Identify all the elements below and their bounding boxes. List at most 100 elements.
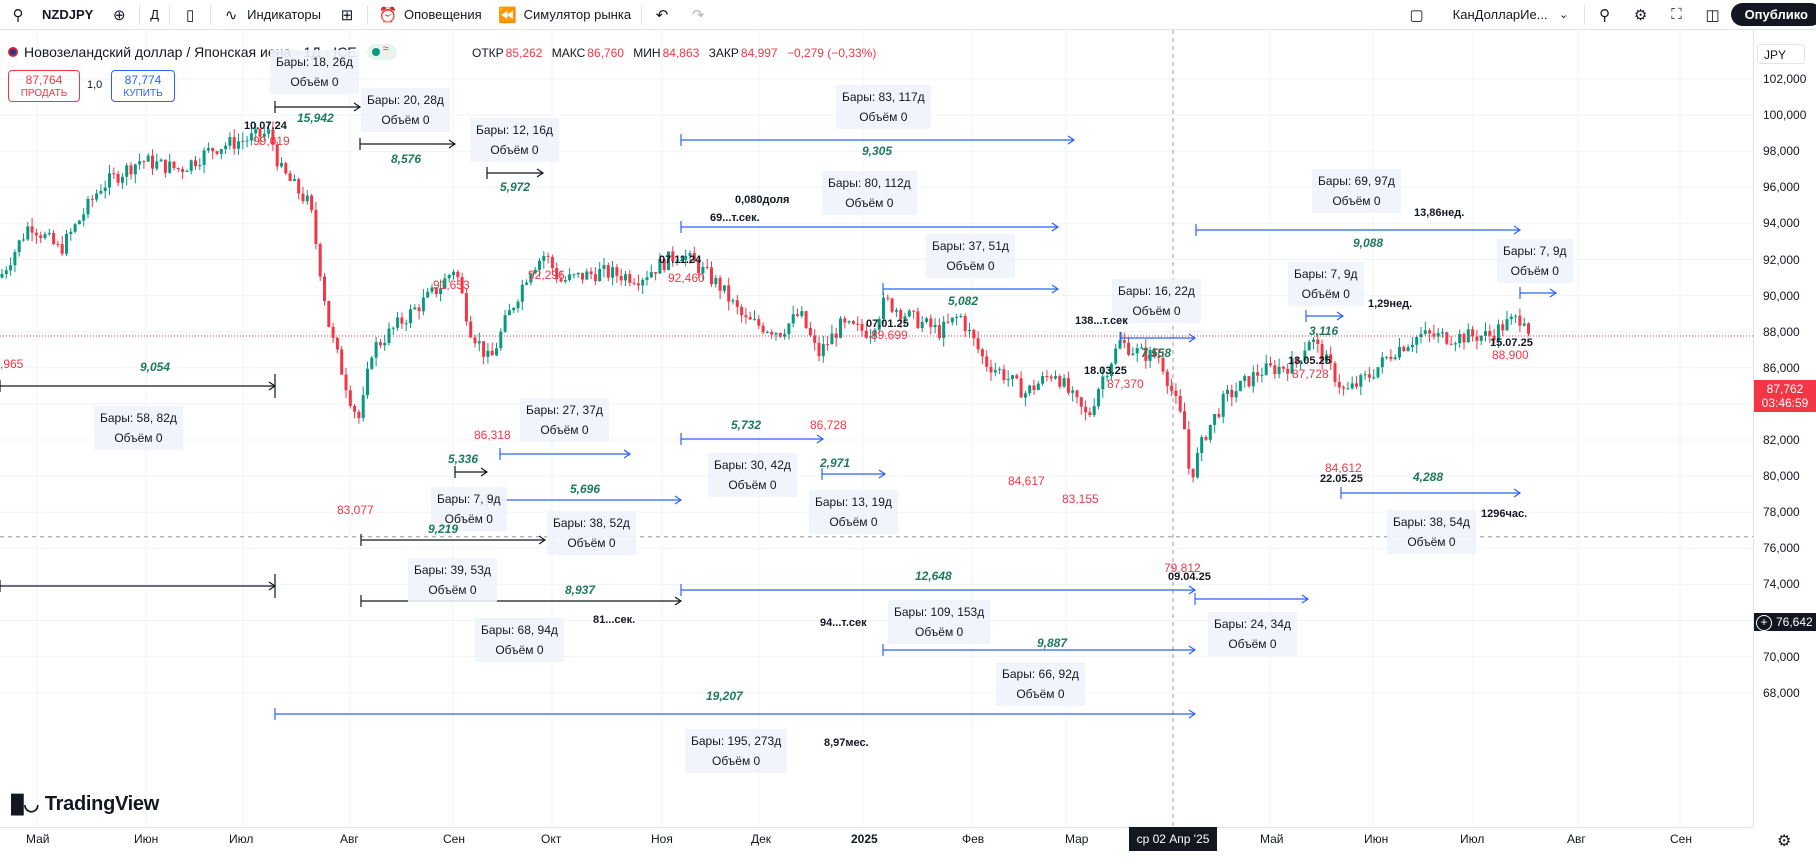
candle-body (168, 161, 172, 173)
candle-body (52, 232, 56, 244)
candle-body (507, 310, 511, 316)
quick-search-button[interactable]: ⚲ (1587, 0, 1623, 29)
measure-price-delta: 15,942 (297, 111, 334, 125)
separator (1583, 4, 1585, 25)
candle-body (1475, 336, 1479, 341)
alerts-button[interactable]: ⏰ Оповещения (370, 0, 490, 29)
candle-body (1350, 383, 1354, 389)
separator (641, 4, 643, 25)
indicators-icon: ∿ (224, 6, 238, 24)
crosshair-price-badge: +76,642 (1754, 613, 1816, 631)
time-tick-label: Фев (962, 832, 985, 846)
candle-body (1312, 339, 1315, 342)
bars-count: Бары: 7, 9д (1294, 267, 1358, 281)
layout-name-menu[interactable]: КанДолларИе... ⌄ (1445, 0, 1582, 29)
candle-body (869, 336, 873, 338)
candle-body (1148, 349, 1152, 361)
candle-body (1191, 468, 1195, 478)
pivot-price-label: 84,617 (1008, 474, 1045, 488)
bars-count: Бары: 30, 42д (714, 458, 791, 472)
candle-body (611, 267, 615, 278)
candle-body (740, 306, 744, 316)
pivot-date-label: 07.11.24 (659, 254, 702, 266)
bars-count: Бары: 195, 273д (691, 734, 782, 748)
bars-measure-box: Бары: 58, 82д Объём 0 (94, 406, 183, 450)
bars-count: Бары: 27, 37д (526, 403, 603, 417)
time-tick-label: Авг (1567, 832, 1586, 846)
fullscreen-button[interactable]: ⛶ (1659, 0, 1695, 29)
templates-button[interactable]: ⊞ (329, 0, 365, 29)
candle-body (99, 190, 103, 194)
bars-count: Бары: 24, 34д (1214, 617, 1291, 631)
candle-body (800, 311, 804, 316)
volume-value: Объём 0 (1510, 264, 1559, 278)
crosshair-date: ср 02 Апр '25 (1129, 827, 1217, 851)
undo-button[interactable]: ↶ (644, 0, 680, 29)
candle-body (1432, 333, 1436, 337)
buy-button[interactable]: 87,774 КУПИТЬ (111, 70, 175, 102)
candle-body (159, 159, 163, 162)
measure-price-delta: 9,054 (140, 360, 171, 374)
candle-body (1183, 411, 1186, 430)
settings-button[interactable]: ⚙ (1623, 0, 1659, 29)
candle-body (1097, 389, 1100, 407)
candle-body (292, 179, 296, 181)
volume-value: Объём 0 (845, 196, 894, 210)
bars-count: Бары: 109, 153д (894, 605, 985, 619)
chart-type-button[interactable]: ▯ (172, 0, 208, 29)
compare-button[interactable]: ⊕ (101, 0, 137, 29)
candle-body (920, 321, 924, 329)
candle-body (1041, 376, 1045, 384)
measure-price-delta: 5,336 (448, 452, 479, 466)
symbol-search[interactable]: ⚲ NZDJPY (0, 0, 101, 29)
candle-body (1122, 340, 1126, 343)
indicators-button[interactable]: ∿ Индикаторы (213, 0, 329, 29)
candle-body (1436, 333, 1440, 337)
measure-arrowhead (448, 139, 457, 149)
candle-body (129, 165, 133, 175)
candle-body (843, 318, 847, 323)
candle-body (224, 145, 228, 150)
layout-button[interactable]: ▢ (1399, 0, 1435, 29)
measure-arrowhead (674, 596, 683, 606)
candle-body (314, 210, 318, 244)
sell-button[interactable]: 87,764 ПРОДАТЬ (8, 70, 80, 102)
pivot-price-label: 83,077 (337, 503, 374, 517)
price-tick-label: 102,000 (1763, 72, 1807, 86)
candle-body (1428, 330, 1432, 334)
currency-selector[interactable]: JPY (1757, 44, 1805, 64)
legend-status-icon: ≈ (366, 43, 397, 60)
interval-button[interactable]: Д (150, 7, 160, 22)
candle-body (1299, 360, 1303, 363)
candle-body (778, 333, 782, 337)
candle-body (1501, 324, 1505, 331)
price-axis[interactable] (1753, 30, 1816, 827)
publish-button[interactable]: Опублико (1730, 3, 1816, 26)
add-alert-icon[interactable]: + (1756, 615, 1772, 631)
candle-body (151, 155, 154, 169)
snapshot-button[interactable]: ◫ (1695, 0, 1731, 29)
candle-body (804, 311, 808, 328)
measure-arrowhead (1336, 311, 1345, 321)
candle-body (417, 307, 421, 312)
candle-body (262, 133, 266, 137)
candle-body (1075, 390, 1079, 398)
tradingview-logo[interactable]: █◡ TradingView (11, 793, 159, 816)
candle-body (69, 231, 73, 234)
replay-button[interactable]: ⏪ Симулятор рынка (490, 0, 639, 29)
bars-count: Бары: 38, 52д (553, 516, 630, 530)
time-axis[interactable] (0, 827, 1753, 864)
chart-settings-gear-icon[interactable]: ⚙ (1777, 833, 1792, 850)
candle-body (103, 187, 107, 191)
candle-body (310, 195, 314, 211)
candle-body (443, 278, 447, 289)
candle-body (155, 161, 159, 169)
redo-button[interactable]: ↷ (680, 0, 716, 29)
price-tick-label: 88,000 (1763, 324, 1800, 339)
measure-arrowhead (1067, 135, 1076, 145)
candle-body (249, 133, 253, 141)
candle-body (1161, 357, 1165, 372)
candle-body (206, 148, 210, 151)
candle-body (1101, 376, 1105, 390)
time-tick-label: Мар (1065, 832, 1089, 846)
